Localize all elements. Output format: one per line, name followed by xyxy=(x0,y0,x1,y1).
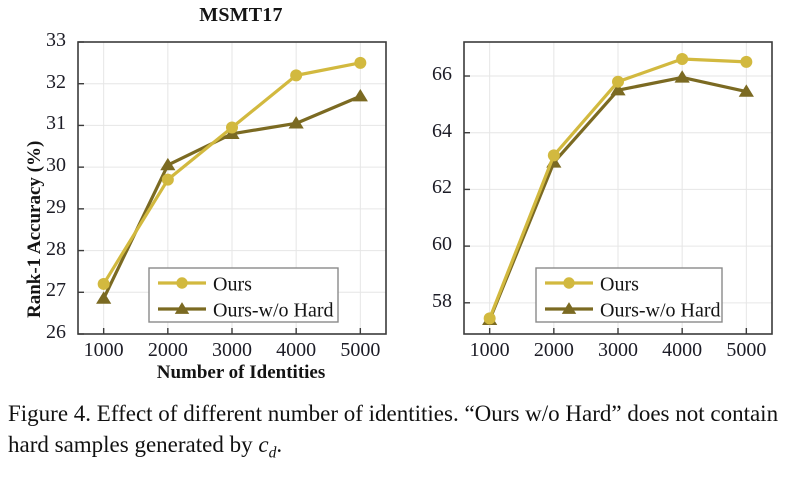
y-tick-label: 33 xyxy=(46,29,66,51)
x-axis-label-msmt17: Number of Identities xyxy=(156,362,326,383)
data-point-marker-triangle xyxy=(738,84,754,97)
plot-area-msmt17: Ours Ours-w/o Hard xyxy=(77,41,387,335)
data-point-marker-circle xyxy=(226,121,238,134)
x-tick-label: 4000 xyxy=(276,339,317,361)
x-tick-label: 5000 xyxy=(340,339,381,361)
x-tick-label: 3000 xyxy=(598,339,638,361)
data-point-marker-circle xyxy=(740,55,753,68)
caption-line-1: Figure 4. Effect of different number of … xyxy=(8,401,622,426)
plot-area-market1501: Ours Ours-w/o Hard xyxy=(463,41,773,335)
data-point-marker-circle xyxy=(676,53,689,66)
chart-title-msmt17: MSMT17 xyxy=(199,4,283,26)
y-tick-label: 64 xyxy=(432,119,452,142)
y-tick-label: 30 xyxy=(46,154,66,177)
data-point-marker-triangle xyxy=(674,70,690,83)
data-point-marker-circle xyxy=(176,277,188,289)
data-point-marker-triangle xyxy=(160,157,176,171)
legend: Ours Ours-w/o Hard xyxy=(535,267,723,323)
legend: Ours Ours-w/o Hard xyxy=(148,267,339,323)
figure-panels: MSMT17 Rank-1 Accuracy (%) Number of Ide… xyxy=(0,0,812,396)
data-point-marker-circle xyxy=(612,75,624,88)
y-tick-label: 27 xyxy=(46,279,66,302)
y-tick-label: 31 xyxy=(46,112,66,135)
data-point-marker-circle xyxy=(354,56,367,69)
data-point-marker-triangle xyxy=(174,302,190,314)
y-tick-label: 28 xyxy=(46,237,66,260)
data-point-marker-circle xyxy=(161,173,174,186)
y-tick-label: 58 xyxy=(432,289,452,312)
chart-panel-msmt17: MSMT17 Rank-1 Accuracy (%) Number of Ide… xyxy=(0,0,406,396)
x-tick-label: 3000 xyxy=(212,339,252,361)
data-point-marker-triangle xyxy=(96,291,112,304)
legend-label-1: Ours xyxy=(213,274,252,296)
y-tick-label: 26 xyxy=(46,321,66,343)
chart-panel-market1501: Market1501 Number of Identities OursOurs… xyxy=(406,0,812,396)
caption-math-symbol: cd xyxy=(258,432,276,462)
caption-line-2-pre: does not contain hard samples generated … xyxy=(8,401,779,458)
data-point-marker-circle xyxy=(563,277,575,289)
caption-line-2-post: . xyxy=(276,432,283,458)
legend-label-1: Ours xyxy=(600,274,639,296)
legend-label-2: Ours-w/o Hard xyxy=(600,300,721,322)
y-tick-label: 66 xyxy=(432,63,452,86)
data-point-marker-circle xyxy=(97,277,110,290)
x-tick-label: 2000 xyxy=(147,339,188,361)
legend-label-2: Ours-w/o Hard xyxy=(213,300,334,322)
x-tick-label: 2000 xyxy=(533,339,574,361)
data-point-marker-triangle xyxy=(288,116,304,129)
data-point-marker-triangle xyxy=(352,89,368,102)
y-tick-label: 29 xyxy=(46,195,66,218)
x-tick-label: 5000 xyxy=(726,339,767,361)
data-point-marker-circle xyxy=(290,69,303,82)
data-point-marker-triangle xyxy=(610,82,626,96)
data-point-marker-triangle xyxy=(561,302,577,314)
y-tick-label: 62 xyxy=(432,176,452,199)
y-tick-label: 32 xyxy=(46,70,66,93)
y-tick-label: 60 xyxy=(432,233,452,256)
data-point-marker-circle xyxy=(483,312,496,325)
x-tick-label: 1000 xyxy=(469,339,510,361)
data-point-marker-circle xyxy=(547,149,560,162)
figure-caption: Figure 4. Effect of different number of … xyxy=(8,398,806,464)
caption-symbol-subscript: d xyxy=(268,444,277,462)
x-tick-label: 1000 xyxy=(83,339,124,361)
caption-symbol-base: c xyxy=(258,432,269,458)
x-tick-label: 4000 xyxy=(662,339,703,361)
